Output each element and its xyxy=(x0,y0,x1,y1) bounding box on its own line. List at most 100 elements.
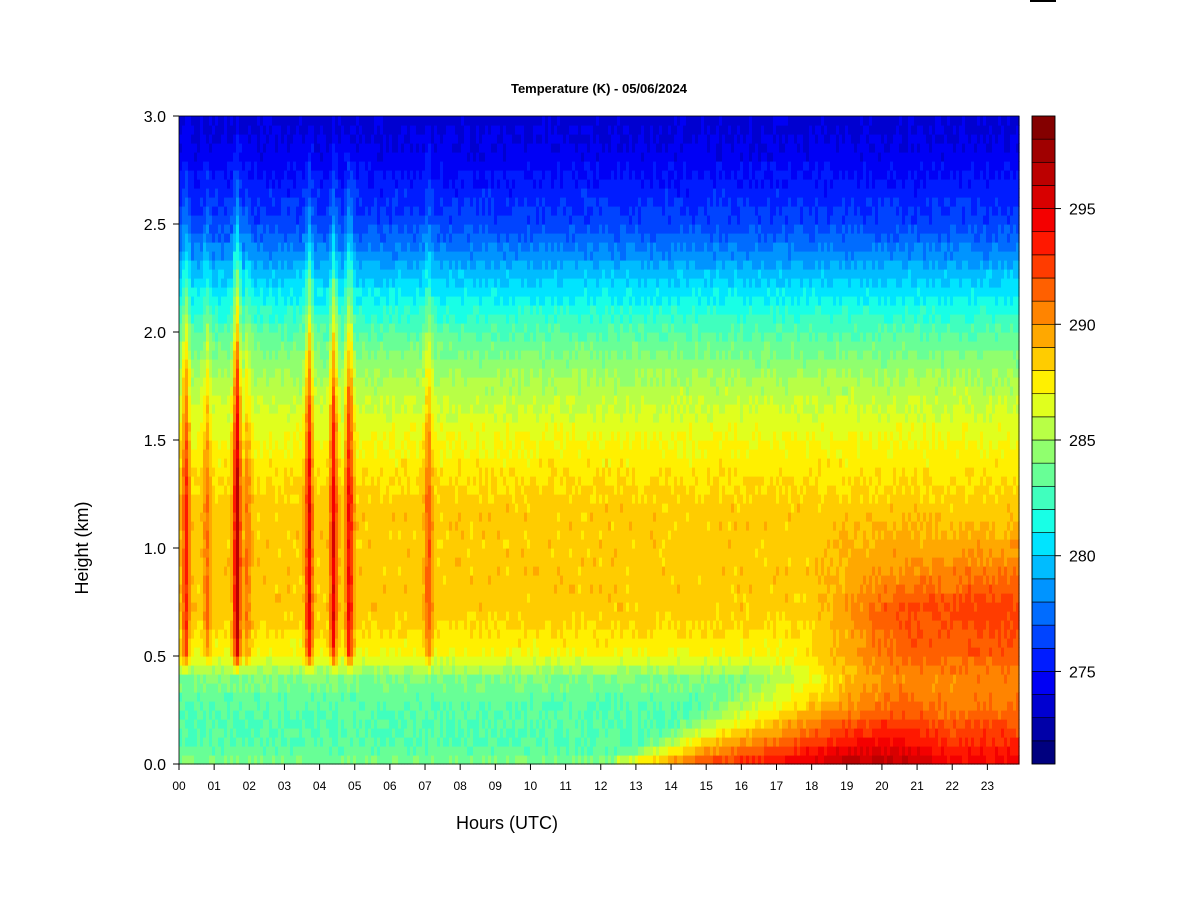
heatmap-cell xyxy=(179,143,183,153)
heatmap-cell xyxy=(302,305,306,315)
heatmap-cell xyxy=(233,620,237,630)
heatmap-cell xyxy=(302,143,306,153)
heatmap-cell xyxy=(200,413,204,423)
heatmap-cell xyxy=(251,395,255,405)
heatmap-cell xyxy=(182,179,186,189)
heatmap-cell xyxy=(242,710,246,720)
heatmap-cell xyxy=(302,692,306,702)
heatmap-cell xyxy=(239,683,243,693)
heatmap-cell xyxy=(197,656,201,666)
heatmap-cell xyxy=(179,692,183,702)
heatmap-cell xyxy=(197,593,201,603)
heatmap-cell xyxy=(272,728,276,738)
heatmap-cell xyxy=(263,287,267,297)
heatmap-cell xyxy=(302,215,306,225)
heatmap-cell xyxy=(185,494,189,504)
heatmap-cell xyxy=(239,422,243,432)
heatmap-cell xyxy=(209,494,213,504)
heatmap-cell xyxy=(224,746,228,756)
heatmap-cell xyxy=(230,710,234,720)
heatmap-cell xyxy=(242,350,246,360)
heatmap-cell xyxy=(197,521,201,531)
heatmap-cell xyxy=(263,530,267,540)
heatmap-cell xyxy=(194,548,198,558)
heatmap-cell xyxy=(284,503,288,513)
heatmap-cell xyxy=(188,710,192,720)
heatmap-cell xyxy=(272,395,276,405)
heatmap-cell xyxy=(206,548,210,558)
heatmap-cell xyxy=(269,350,273,360)
heatmap-cell xyxy=(272,593,276,603)
heatmap-cell xyxy=(191,638,195,648)
heatmap-cell xyxy=(224,161,228,171)
heatmap-cell xyxy=(212,746,216,756)
heatmap-cell xyxy=(194,584,198,594)
heatmap-cell xyxy=(221,143,225,153)
heatmap-cell xyxy=(230,620,234,630)
heatmap-cell xyxy=(218,683,222,693)
heatmap-cell xyxy=(245,314,249,324)
heatmap-cell xyxy=(218,197,222,207)
heatmap-cell xyxy=(248,701,252,711)
heatmap-cell xyxy=(224,494,228,504)
heatmap-cell xyxy=(287,413,291,423)
heatmap-cell xyxy=(233,224,237,234)
heatmap-cell xyxy=(203,629,207,639)
heatmap-cell xyxy=(203,413,207,423)
heatmap-cell xyxy=(257,692,261,702)
heatmap-cell xyxy=(200,296,204,306)
heatmap-cell xyxy=(209,629,213,639)
heatmap-cell xyxy=(215,584,219,594)
heatmap-cell xyxy=(251,251,255,261)
heatmap-cell xyxy=(248,746,252,756)
heatmap-cell xyxy=(254,404,258,414)
heatmap-cell xyxy=(278,251,282,261)
heatmap-cell xyxy=(272,305,276,315)
heatmap-cell xyxy=(299,476,303,486)
heatmap-cell xyxy=(266,566,270,576)
heatmap-cell xyxy=(218,755,222,765)
heatmap-cell xyxy=(218,719,222,729)
heatmap-cell xyxy=(233,719,237,729)
heatmap-cell xyxy=(197,413,201,423)
heatmap-cell xyxy=(284,629,288,639)
heatmap-cell xyxy=(236,548,240,558)
heatmap-cell xyxy=(209,485,213,495)
heatmap-cell xyxy=(191,476,195,486)
heatmap-cell xyxy=(230,728,234,738)
heatmap-cell xyxy=(293,584,297,594)
heatmap-cell xyxy=(224,503,228,513)
heatmap-cell xyxy=(233,422,237,432)
heatmap-cell xyxy=(293,215,297,225)
heatmap-cell xyxy=(272,251,276,261)
heatmap-cell xyxy=(191,683,195,693)
heatmap-cell xyxy=(275,404,279,414)
heatmap-cell xyxy=(272,197,276,207)
heatmap-cell xyxy=(221,233,225,243)
heatmap-cell xyxy=(302,368,306,378)
heatmap-cell xyxy=(239,215,243,225)
heatmap-cell xyxy=(212,134,216,144)
heatmap-cell xyxy=(248,134,252,144)
heatmap-cell xyxy=(248,260,252,270)
heatmap-cell xyxy=(209,647,213,657)
heatmap-cell xyxy=(284,593,288,603)
heatmap-cell xyxy=(296,305,300,315)
heatmap-cell xyxy=(224,269,228,279)
heatmap-cell xyxy=(278,647,282,657)
heatmap-cell xyxy=(284,476,288,486)
heatmap-cell xyxy=(287,404,291,414)
heatmap-cell xyxy=(194,602,198,612)
heatmap-cell xyxy=(206,125,210,135)
heatmap-cell xyxy=(194,152,198,162)
heatmap-cell xyxy=(239,404,243,414)
heatmap-cell xyxy=(233,431,237,441)
heatmap-cell xyxy=(296,377,300,387)
heatmap-cell xyxy=(266,377,270,387)
heatmap-cell xyxy=(209,278,213,288)
heatmap-cell xyxy=(233,188,237,198)
heatmap-cell xyxy=(266,584,270,594)
heatmap-cell xyxy=(299,683,303,693)
heatmap-cell xyxy=(221,287,225,297)
heatmap-cell xyxy=(278,278,282,288)
